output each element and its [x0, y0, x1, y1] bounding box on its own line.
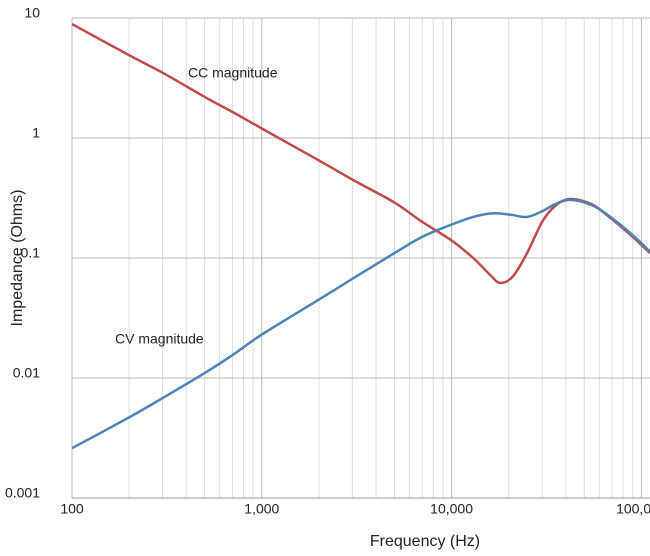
series-label: CC magnitude: [188, 65, 278, 81]
series-label: CV magnitude: [115, 331, 204, 347]
y-tick-label: 0.01: [13, 365, 40, 381]
x-tick-label: 1,000: [244, 501, 279, 517]
y-tick-label: 10: [24, 5, 40, 21]
series-line: [71, 198, 650, 450]
y-tick-label: 0.1: [21, 245, 41, 261]
y-tick-label: 0.001: [5, 485, 40, 501]
y-tick-label: 1: [32, 125, 40, 141]
y-axis-title: Impedance (Ohms): [9, 190, 26, 327]
x-tick-label: 10,000: [430, 501, 473, 517]
x-tick-label: 100,000: [616, 501, 650, 517]
series-line: [71, 22, 650, 285]
x-tick-label: 100: [60, 501, 84, 517]
x-axis-title: Frequency (Hz): [370, 533, 480, 550]
